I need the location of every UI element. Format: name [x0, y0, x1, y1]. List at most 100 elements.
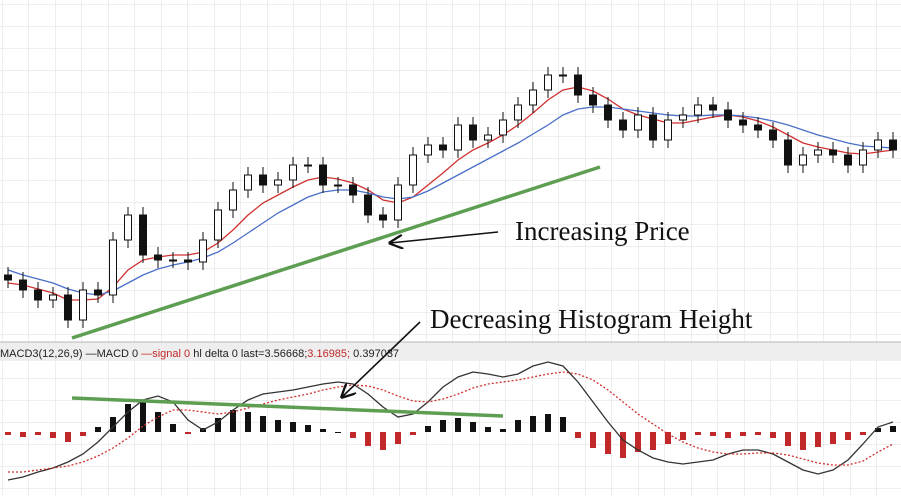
candle-body: [739, 119, 747, 126]
candle-body: [439, 144, 447, 151]
candle-body: [769, 129, 777, 141]
candle-body: [154, 254, 162, 261]
candle-body: [649, 114, 657, 141]
candle-body: [169, 259, 177, 262]
histogram-bar: [785, 432, 791, 446]
histogram-bar: [650, 432, 656, 450]
candle-body: [139, 214, 147, 256]
candle-body: [259, 174, 267, 186]
histogram-bar: [155, 412, 161, 432]
candle-body: [499, 119, 507, 136]
annotation: Increasing Price: [515, 216, 690, 246]
annotation: Decreasing Histogram Height: [430, 304, 753, 334]
candle-body: [34, 289, 42, 301]
histogram-bar: [185, 432, 191, 434]
candle-body: [484, 134, 492, 141]
candle-body: [199, 239, 207, 263]
histogram-bar: [860, 432, 866, 435]
histogram-bar: [275, 420, 281, 432]
candle-body: [19, 279, 27, 291]
candle-body: [229, 189, 237, 211]
header-part: 3.16985;: [307, 348, 350, 360]
histogram-bar: [20, 432, 26, 437]
histogram-bar: [245, 412, 251, 432]
macd-panel: [5, 361, 896, 481]
candle-body: [109, 239, 117, 296]
candle-body: [754, 124, 762, 131]
histogram-bar: [620, 432, 626, 458]
histogram-bar: [440, 420, 446, 432]
histogram-bar: [530, 416, 536, 432]
candle-body: [319, 164, 327, 186]
candle-body: [814, 149, 822, 156]
histogram-bar: [230, 410, 236, 432]
candle-body: [679, 114, 687, 121]
candle-body: [664, 119, 672, 141]
histogram-bar: [260, 416, 266, 432]
line: [7, 106, 894, 296]
candle-body: [889, 139, 897, 151]
candle-body: [94, 289, 102, 296]
candle-body: [604, 104, 612, 121]
candle-body: [514, 104, 522, 121]
histogram-bar: [95, 427, 101, 432]
header-part: —signal 0: [141, 348, 190, 360]
histogram-bar: [110, 417, 116, 432]
histogram-bar: [590, 432, 596, 448]
histogram-bar: [635, 432, 641, 452]
candle-body: [334, 184, 342, 187]
histogram-bar: [800, 432, 806, 450]
candle-body: [709, 104, 717, 111]
candle-body: [64, 294, 72, 321]
candle-body: [859, 149, 867, 166]
histogram-bar: [410, 432, 416, 435]
candle-body: [289, 164, 297, 181]
candle-body: [184, 259, 192, 263]
histogram-bar: [890, 426, 896, 432]
histogram-bar: [500, 429, 506, 432]
candle-body: [364, 194, 372, 216]
histogram-bar: [125, 404, 131, 432]
arrow: [390, 231, 499, 243]
histogram-bar: [515, 420, 521, 432]
header-part: hl delta 0 last=3.56668;: [193, 348, 307, 360]
histogram-bar: [50, 432, 56, 438]
histogram-trend-line: [71, 396, 504, 418]
histogram-bar: [815, 432, 821, 447]
histogram-bar: [170, 424, 176, 432]
histogram-bar: [350, 432, 356, 438]
candle-body: [784, 139, 792, 166]
price-trend-line: [71, 165, 601, 340]
candle-body: [79, 289, 87, 321]
macd-header-bar: [0, 342, 901, 361]
candle-body: [724, 109, 732, 121]
candle-body: [694, 104, 702, 116]
candle-body: [874, 139, 882, 151]
histogram-bar: [770, 432, 776, 438]
candle-body: [544, 74, 552, 91]
candle-body: [829, 149, 837, 156]
header-part: 0.397037: [353, 348, 399, 360]
candle-body: [424, 144, 432, 156]
candle-body: [409, 154, 417, 186]
candle-body: [4, 274, 12, 281]
candle-body: [49, 294, 57, 301]
candle-body: [214, 209, 222, 241]
histogram-bar: [695, 432, 701, 435]
histogram-bar: [845, 432, 851, 440]
candle-body: [634, 114, 642, 131]
histogram-bar: [740, 432, 746, 436]
histogram-bar: [335, 432, 341, 433]
candle-body: [379, 214, 387, 221]
histogram-bar: [35, 432, 41, 435]
price-panel: [4, 67, 897, 328]
histogram-bar: [425, 426, 431, 432]
histogram-bar: [755, 432, 761, 435]
histogram-bar: [455, 418, 461, 432]
header-part: MACD3(12,26,9): [0, 348, 83, 360]
candle-body: [844, 154, 852, 166]
candle-body: [589, 94, 597, 106]
line: [7, 361, 894, 481]
candle-body: [559, 74, 567, 77]
